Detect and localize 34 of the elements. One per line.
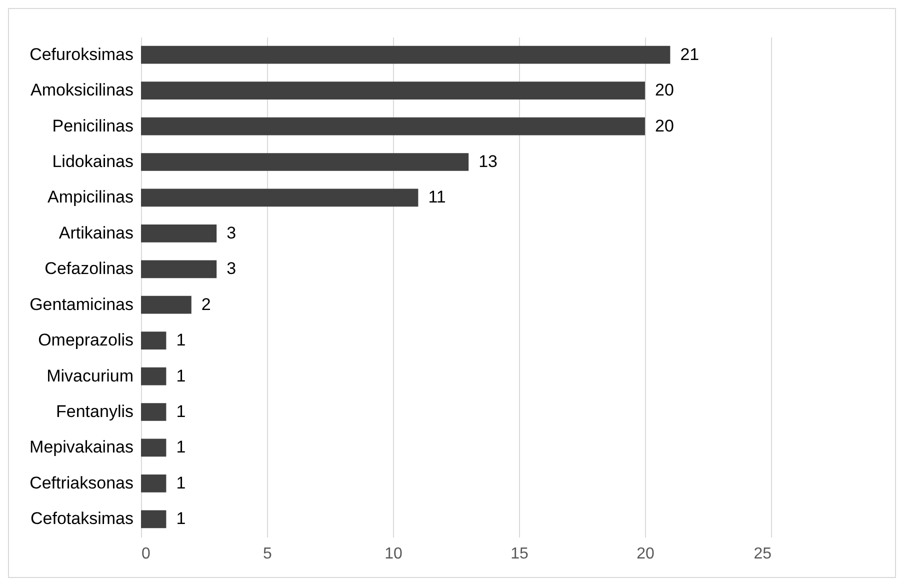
data-label: 20: [655, 80, 674, 100]
data-label: 20: [655, 116, 674, 136]
data-label: 21: [680, 44, 700, 64]
data-label: 3: [226, 259, 236, 278]
y-tick-label: Mivacurium: [46, 366, 134, 386]
x-tick-label: 20: [636, 546, 654, 562]
x-tick-label: 25: [754, 546, 772, 562]
data-label: 1: [176, 330, 186, 350]
y-tick-label: Cefotaksimas: [30, 509, 134, 528]
data-label: 13: [478, 152, 498, 171]
y-tick-label: Lidokainas: [52, 152, 134, 171]
y-tick-label: Ceftriaksonas: [30, 473, 134, 492]
x-tick-label: 5: [263, 546, 272, 562]
y-tick-label: Omeprazolis: [38, 330, 134, 350]
data-label: 1: [176, 509, 186, 528]
data-label: 1: [176, 366, 186, 386]
data-label: 1: [176, 473, 186, 492]
data-label: 3: [226, 223, 236, 242]
data-label: 2: [201, 294, 211, 314]
y-tick-label: Gentamicinas: [30, 294, 134, 314]
data-label: 1: [176, 438, 186, 457]
y-tick-label: Amoksicilinas: [30, 80, 134, 100]
x-tick-label: 10: [384, 546, 402, 562]
x-tick-label: 15: [510, 546, 528, 562]
y-tick-label: Mepivakainas: [30, 438, 134, 457]
data-label: 11: [428, 188, 446, 207]
y-tick-label: Artikainas: [58, 223, 134, 242]
y-tick-label: Cefazolinas: [44, 259, 134, 278]
data-label: 1: [176, 402, 186, 421]
x-tick-label: 0: [142, 546, 150, 562]
y-tick-label: Cefuroksimas: [30, 44, 134, 64]
y-tick-label: Ampicilinas: [48, 188, 134, 207]
y-tick-label: Fentanylis: [56, 402, 134, 421]
y-tick-label: Penicilinas: [52, 116, 134, 136]
